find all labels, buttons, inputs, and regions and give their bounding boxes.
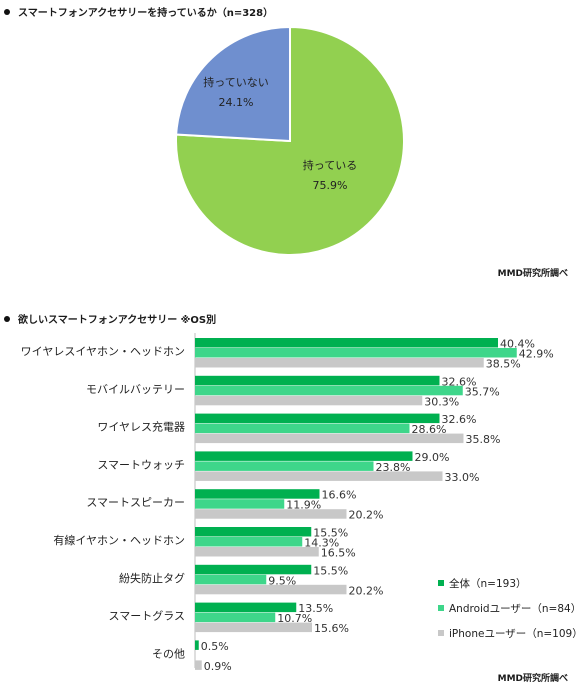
bar-value-label: 10.7% <box>277 612 312 625</box>
bar-value-label: 20.2% <box>349 509 384 522</box>
pie-slice <box>175 25 291 143</box>
legend-label: 全体（n=193） <box>449 577 527 590</box>
bar <box>195 527 312 537</box>
bar <box>195 413 440 424</box>
pie-chart: 持っている 75.9% 持っていない 24.1% <box>175 25 405 256</box>
pie-slice-value: 75.9% <box>313 179 348 192</box>
pie-slice-value: 24.1% <box>219 96 254 109</box>
pie-chart-title: スマートフォンアクセサリーを持っているか（n=328） <box>4 4 273 19</box>
bar-value-label: 32.6% <box>442 413 477 426</box>
bar <box>195 640 199 650</box>
bar <box>195 461 374 471</box>
bar-value-label: 0.5% <box>201 640 229 653</box>
pie-slice-label: 持っていない <box>203 75 268 89</box>
category-label: ワイヤレス充電器 <box>97 420 185 434</box>
legend-swatch <box>438 630 444 636</box>
bar <box>195 375 440 386</box>
category-label: その他 <box>152 647 185 660</box>
bar <box>195 395 423 406</box>
legend-label: Androidユーザー（n=84） <box>449 603 580 615</box>
category-label: 紛失防止タグ <box>119 571 185 585</box>
category-label: スマートグラス <box>109 609 185 623</box>
bar-value-label: 15.5% <box>313 564 348 577</box>
bar <box>195 602 297 613</box>
category-label: モバイルバッテリー <box>86 383 185 396</box>
bar-value-label: 11.9% <box>286 499 321 512</box>
bar <box>195 612 276 623</box>
bar <box>195 358 484 368</box>
bar-value-label: 40.4% <box>500 338 535 351</box>
bullet-dot-icon <box>4 9 10 15</box>
bar-value-label: 0.9% <box>204 660 232 673</box>
bar-value-label: 14.3% <box>304 537 339 550</box>
bar <box>195 471 443 481</box>
bar <box>195 499 285 509</box>
bar-chart-title: 欲しいスマートフォンアクセサリー ※OS別 <box>4 311 216 326</box>
bar-value-label: 23.8% <box>376 461 411 474</box>
bar <box>195 547 319 557</box>
bar-value-label: 13.5% <box>298 602 333 615</box>
bar <box>195 564 312 575</box>
bar <box>195 423 410 434</box>
bar-value-label: 16.6% <box>322 489 357 502</box>
bar-value-label: 16.5% <box>321 547 356 560</box>
bar <box>195 509 347 519</box>
bar-value-label: 15.5% <box>313 527 348 540</box>
bar-value-label: 9.5% <box>268 574 296 587</box>
legend-label: iPhoneユーザー（n=109） <box>449 628 580 640</box>
bar <box>195 489 320 499</box>
bar <box>195 433 464 444</box>
bar-value-label: 35.7% <box>465 385 500 398</box>
bullet-dot-icon <box>4 316 10 322</box>
category-label: 有線イヤホン・ヘッドホン <box>53 533 185 547</box>
bar-value-label: 35.8% <box>466 433 501 446</box>
bar-value-label: 29.0% <box>415 451 450 464</box>
bar-chart: ワイヤレスイヤホン・ヘッドホン 40.4%42.9%38.5% モバイルバッテリー 3… <box>21 333 580 673</box>
legend-swatch <box>438 605 444 611</box>
category-label: ワイヤレスイヤホン・ヘッドホン <box>21 345 185 358</box>
bar <box>195 660 202 670</box>
bar-value-label: 42.9% <box>519 348 554 361</box>
bar <box>195 385 463 396</box>
bar <box>195 348 517 358</box>
bar <box>195 537 303 547</box>
bar-value-label: 38.5% <box>486 358 521 371</box>
bar-source-note: MMD研究所調べ <box>497 674 568 684</box>
bar <box>195 451 413 461</box>
bar-value-label: 30.3% <box>424 395 459 408</box>
bar-value-label: 28.6% <box>412 423 447 436</box>
legend-swatch <box>438 580 444 586</box>
pie-slice-label: 持っている <box>303 158 357 172</box>
category-label: スマートウォッチ <box>97 458 185 471</box>
pie-source-note: MMD研究所調べ <box>497 269 568 279</box>
bar <box>195 622 312 633</box>
bar-value-label: 15.6% <box>314 622 349 635</box>
pie-slice <box>175 25 405 256</box>
bar-value-label: 20.2% <box>349 584 384 597</box>
bar-value-label: 32.6% <box>442 375 477 388</box>
bar <box>195 584 347 595</box>
bar <box>195 574 267 585</box>
bar <box>195 338 498 348</box>
bar-value-label: 33.0% <box>445 471 480 484</box>
category-label: スマートスピーカー <box>86 496 185 509</box>
